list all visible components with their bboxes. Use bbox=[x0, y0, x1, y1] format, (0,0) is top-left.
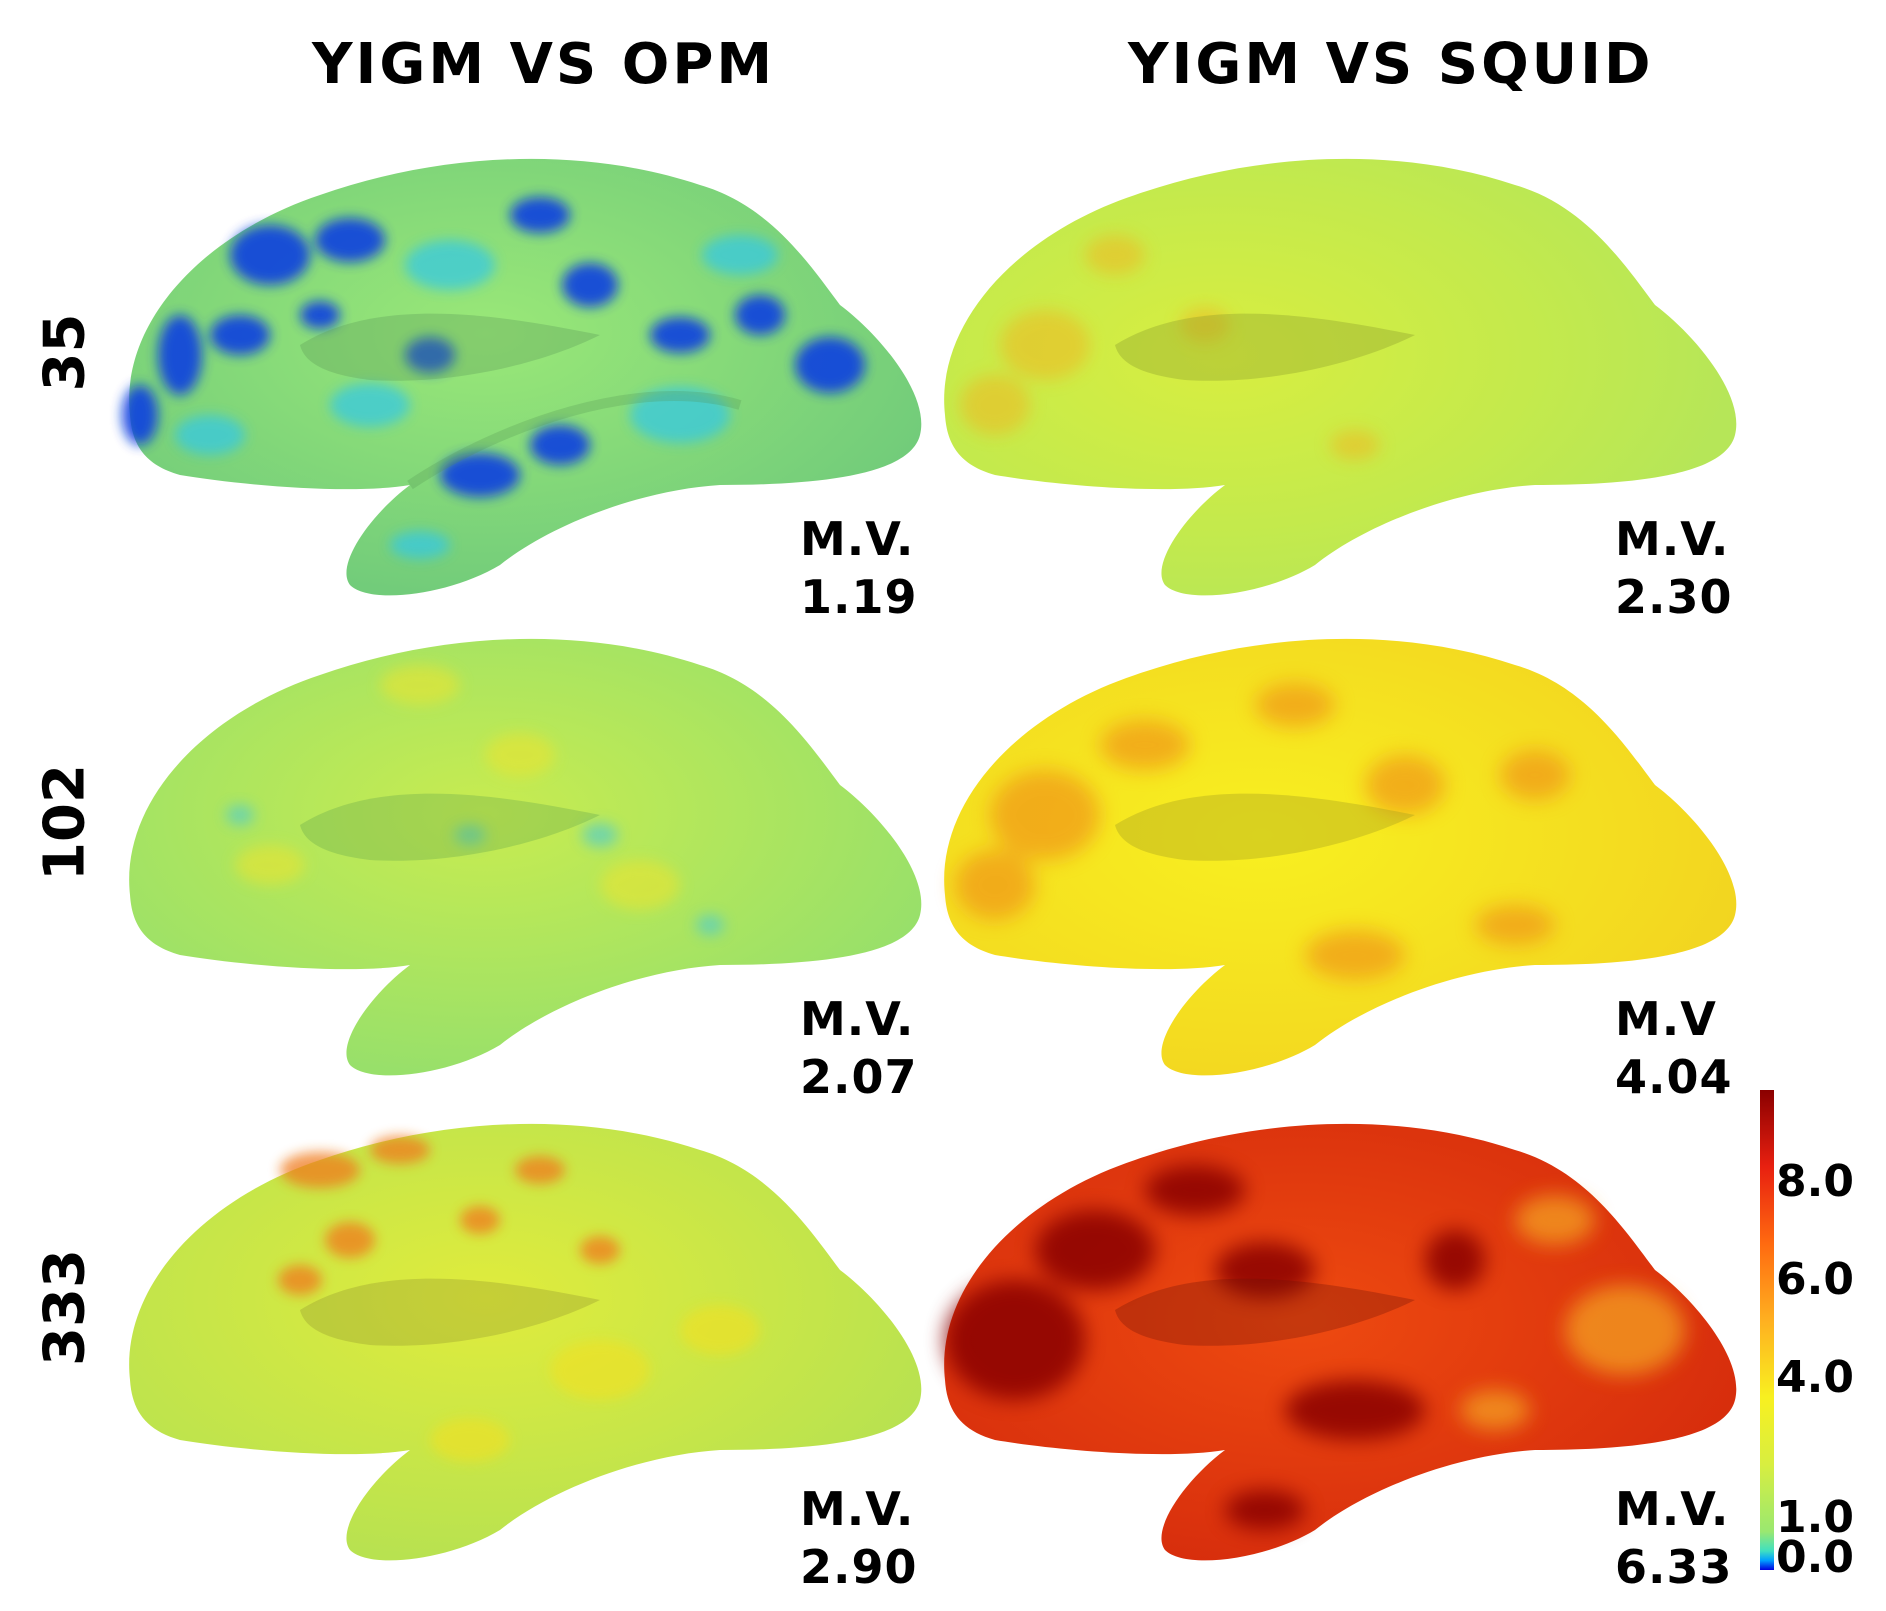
brain-surface-squid-35 bbox=[944, 158, 1737, 596]
mv-label: M.V. bbox=[800, 992, 915, 1046]
brain-surface-opm-35 bbox=[122, 158, 922, 596]
column-title-squid: YIGM VS SQUID bbox=[1128, 32, 1654, 97]
mv-value: 2.07 bbox=[800, 1050, 918, 1104]
row-label-35: 35 bbox=[32, 313, 98, 392]
colorbar-tick-0: 0.0 bbox=[1776, 1532, 1854, 1583]
brain-surface-squid-102 bbox=[944, 638, 1737, 1076]
colorbar bbox=[1760, 1090, 1774, 1570]
brain-surface-opm-102 bbox=[129, 638, 922, 1076]
colorbar-tick-8: 8.0 bbox=[1776, 1156, 1854, 1207]
mv-label: M.V. bbox=[1615, 1482, 1730, 1536]
mv-value: 1.19 bbox=[800, 570, 918, 624]
mv-annotation-squid-102: M.V 4.04 bbox=[1615, 990, 1733, 1106]
brain-surface-squid-333 bbox=[944, 1123, 1737, 1561]
mv-value: 2.30 bbox=[1615, 570, 1733, 624]
mv-value: 6.33 bbox=[1615, 1540, 1733, 1594]
row-label-102: 102 bbox=[32, 764, 98, 881]
mv-value: 4.04 bbox=[1615, 1050, 1733, 1104]
colorbar-tick-1: 1.0 bbox=[1776, 1492, 1854, 1543]
mv-label: M.V. bbox=[800, 1482, 915, 1536]
mv-annotation-opm-35: M.V. 1.19 bbox=[800, 510, 918, 626]
mv-annotation-opm-333: M.V. 2.90 bbox=[800, 1480, 918, 1596]
mv-label: M.V. bbox=[1615, 512, 1730, 566]
mv-label: M.V. bbox=[800, 512, 915, 566]
mv-annotation-squid-333: M.V. 6.33 bbox=[1615, 1480, 1733, 1596]
brain-surface-opm-333 bbox=[129, 1123, 922, 1561]
mv-label: M.V bbox=[1615, 992, 1717, 1046]
mv-annotation-squid-35: M.V. 2.30 bbox=[1615, 510, 1733, 626]
row-label-333: 333 bbox=[32, 1249, 98, 1366]
mv-annotation-opm-102: M.V. 2.07 bbox=[800, 990, 918, 1106]
column-title-opm: YIGM VS OPM bbox=[312, 32, 776, 97]
colorbar-tick-6: 6.0 bbox=[1776, 1254, 1854, 1305]
colorbar-tick-4: 4.0 bbox=[1776, 1352, 1854, 1403]
mv-value: 2.90 bbox=[800, 1540, 918, 1594]
